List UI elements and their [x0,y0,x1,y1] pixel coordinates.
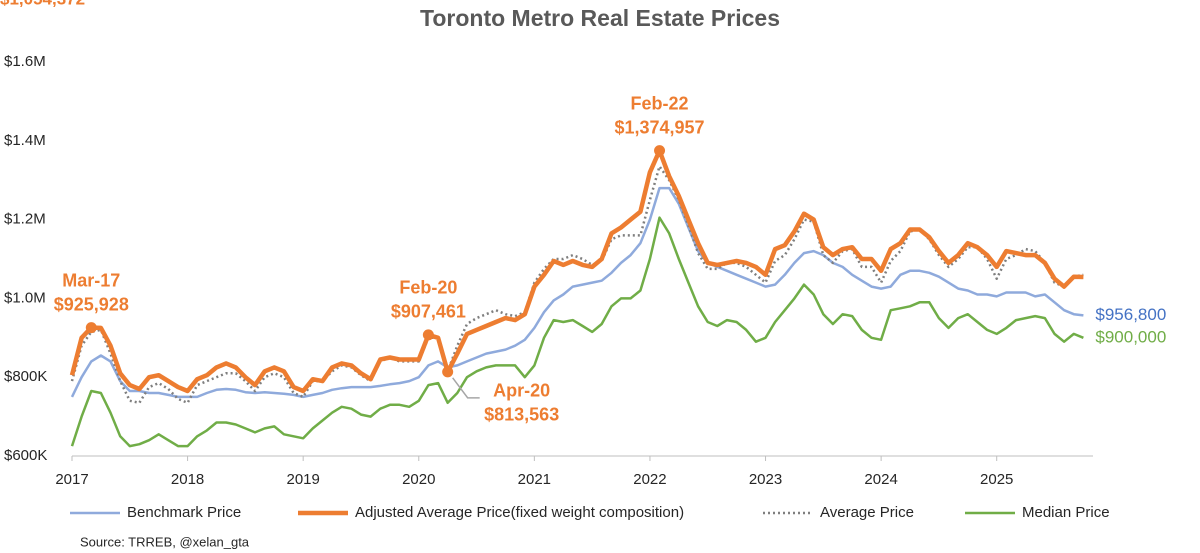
x-tick-label: 2024 [864,471,897,488]
annotation-value: $907,461 [391,302,466,322]
end-value-label: $1,054,372 [0,0,85,8]
annotation-date: Apr-20 [493,381,550,401]
x-tick-label: 2019 [286,471,319,488]
series-line [69,148,1084,394]
source-note: Source: TRREB, @xelan_gta [80,534,250,549]
series-line [70,216,1084,448]
x-tick-label: 2018 [171,471,204,488]
legend-label: Average Price [820,504,914,521]
end-value-label: $956,800 [1095,305,1166,324]
legend-label: Benchmark Price [127,504,241,521]
highlight-point [654,145,666,157]
x-tick-label: 2021 [518,471,551,488]
y-tick-label: $600K [4,447,47,464]
end-value-label: $900,000 [1095,327,1166,346]
annotation-date: Feb-20 [399,278,457,298]
x-tick-label: 2025 [980,471,1013,488]
annotation-date: Mar-17 [62,270,120,290]
legend-label: Median Price [1022,504,1110,521]
y-tick-label: $1.2M [4,211,46,228]
y-tick-label: $800K [4,368,47,385]
x-tick-label: 2023 [749,471,782,488]
legend-label: Adjusted Average Price(fixed weight comp… [355,504,684,521]
y-tick-label: $1.4M [4,132,46,149]
leader-line [452,377,480,399]
highlight-point [85,322,97,334]
x-tick-label: 2017 [55,471,88,488]
series-line [70,186,1084,399]
x-tick-label: 2022 [633,471,666,488]
x-tick-label: 2020 [402,471,435,488]
annotation-date: Feb-22 [631,93,689,113]
chart-title: Toronto Metro Real Estate Prices [420,5,780,31]
annotation-value: $1,374,957 [614,117,704,137]
annotation-value: $925,928 [54,294,129,314]
annotation-value: $813,563 [484,405,559,425]
series-line [70,165,1084,405]
y-tick-label: $1.6M [4,53,46,70]
highlight-point [422,329,434,341]
y-tick-label: $1.0M [4,289,46,306]
highlight-point [442,366,454,378]
